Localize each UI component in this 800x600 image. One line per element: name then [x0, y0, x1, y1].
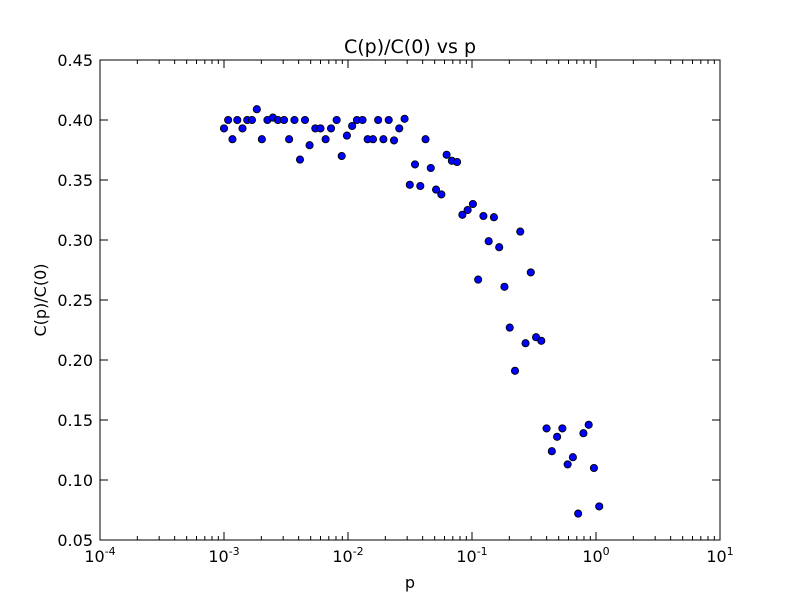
x-tick-label: 100 [582, 545, 609, 566]
data-points [219, 105, 604, 518]
y-tick-label: 0.10 [57, 471, 93, 490]
data-point [395, 124, 404, 133]
data-point [558, 424, 567, 433]
data-point [495, 243, 504, 252]
data-point [500, 282, 509, 291]
data-point [348, 121, 357, 131]
data-point [505, 323, 514, 332]
data-point [553, 432, 562, 441]
data-point [479, 211, 488, 221]
data-point [316, 124, 325, 133]
data-point [432, 185, 441, 194]
data-point [257, 135, 266, 144]
data-point [458, 210, 467, 219]
y-tick-label: 0.40 [57, 111, 93, 130]
data-point [421, 135, 430, 144]
data-point [290, 115, 299, 125]
y-tick-label: 0.20 [57, 351, 93, 370]
data-point [228, 135, 237, 144]
data-point [379, 135, 388, 144]
data-point [453, 157, 462, 167]
data-point [574, 509, 583, 518]
data-point [416, 181, 425, 191]
data-point [368, 135, 378, 144]
data-point [238, 124, 247, 133]
y-tick-label: 0.25 [57, 291, 93, 310]
data-point [563, 460, 572, 469]
chart-title: C(p)/C(0) vs p [344, 36, 476, 58]
data-point [463, 205, 472, 215]
data-point [589, 463, 599, 473]
data-point [342, 131, 351, 140]
x-axis-ticks: 10-4 10-3 10-2 10-1 100 101 [84, 60, 734, 566]
data-point [321, 135, 330, 144]
y-axis-ticks: 0.05 0.10 0.15 0.20 0.25 0.30 0.35 0.40 0.45 [57, 51, 720, 550]
data-point [285, 135, 294, 144]
data-point [426, 163, 435, 173]
data-point [305, 141, 314, 150]
data-point [219, 124, 229, 133]
data-point [484, 237, 493, 246]
data-point [337, 151, 346, 161]
data-point [437, 190, 446, 199]
data-point [474, 275, 483, 284]
x-tick-label: 10-4 [84, 545, 115, 566]
data-point [374, 115, 383, 125]
data-point [537, 336, 546, 345]
data-point [542, 424, 551, 433]
data-point [358, 115, 367, 125]
data-point [224, 115, 233, 125]
data-point [233, 115, 242, 125]
data-point [510, 366, 520, 375]
y-tick-label: 0.05 [57, 531, 93, 550]
data-point [295, 155, 305, 164]
data-point [405, 180, 414, 189]
data-point [252, 105, 261, 114]
data-point [516, 227, 525, 236]
x-tick-label: 10-3 [208, 545, 239, 566]
y-tick-label: 0.30 [57, 231, 93, 250]
data-point [595, 502, 604, 511]
data-point [280, 115, 289, 125]
data-point [389, 136, 399, 145]
data-point [547, 447, 556, 456]
data-point [584, 420, 593, 429]
plot-area-frame [99, 59, 721, 541]
y-axis-label: C(p)/C(0) [31, 263, 50, 336]
data-point [247, 115, 256, 125]
data-point [410, 160, 420, 169]
data-point [579, 429, 588, 438]
data-point [568, 453, 577, 462]
data-point [521, 339, 530, 348]
x-tick-label: 10-1 [456, 545, 487, 566]
y-tick-label: 0.15 [57, 411, 93, 430]
data-point [332, 115, 341, 125]
y-tick-label: 0.35 [57, 171, 93, 190]
x-axis-label: p [405, 573, 415, 592]
data-point [442, 150, 451, 159]
x-tick-label: 10-2 [332, 545, 363, 566]
x-tick-label: 101 [706, 545, 733, 566]
data-point [327, 124, 336, 133]
data-point [384, 115, 393, 125]
y-tick-label: 0.45 [57, 51, 93, 70]
data-point [489, 213, 498, 222]
data-point [300, 115, 310, 125]
data-point [468, 199, 477, 209]
data-point [526, 268, 535, 277]
data-point [400, 114, 409, 123]
